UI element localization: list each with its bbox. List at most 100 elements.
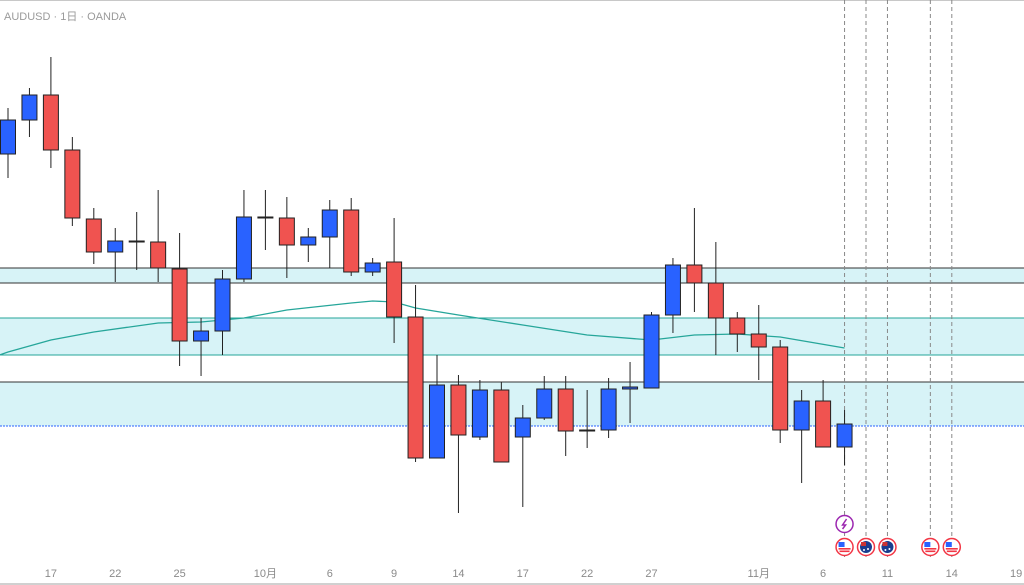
bearish-candle-body (493, 389, 510, 463)
candle (600, 378, 617, 438)
candle (193, 318, 210, 376)
lightning-glyph (841, 518, 848, 530)
flag-canton (838, 542, 845, 547)
candle (686, 208, 703, 312)
bullish-candle-body (321, 209, 338, 238)
bearish-candle-body (42, 94, 59, 151)
candle (21, 88, 38, 137)
candle (364, 258, 381, 276)
x-axis-tick-label: 17 (517, 568, 529, 580)
flag-star (867, 548, 869, 550)
time-axis-border (0, 583, 1024, 585)
candle (300, 228, 317, 262)
candle (471, 380, 488, 440)
us-flag-icon[interactable] (921, 537, 940, 557)
candle (772, 340, 789, 443)
candle (557, 376, 574, 456)
bullish-candle-body (536, 388, 553, 419)
moving-average-line (0, 300, 845, 356)
bearish-candle-body (772, 346, 789, 431)
au-flag-icon[interactable] (856, 537, 876, 557)
x-axis-tick-label: 22 (581, 568, 593, 580)
bullish-candle-body (235, 216, 252, 280)
us-flag-icon[interactable] (942, 537, 962, 557)
flag-stripe (946, 550, 957, 553)
candle (235, 190, 252, 282)
chart-title: AUDUSD · 1日 · OANDA (4, 11, 127, 23)
bearish-candle-body (386, 261, 403, 318)
candle (493, 382, 510, 463)
lightning-icon[interactable] (835, 514, 854, 534)
candle (278, 197, 295, 278)
bullish-candle-body (579, 429, 596, 432)
bullish-candle-body (214, 278, 231, 332)
x-axis-tick-label: 14 (946, 568, 958, 580)
us-flag-icon[interactable] (835, 537, 854, 557)
flag-union (861, 542, 866, 546)
candle (343, 198, 360, 276)
x-axis-tick-label: 22 (109, 568, 121, 580)
flag-stripe (925, 550, 936, 553)
x-axis-tick-label: 11 (882, 568, 893, 580)
x-axis-tick-label: 9 (391, 568, 397, 580)
candle (514, 405, 531, 507)
x-axis-tick-label: 25 (173, 568, 185, 580)
bullish-candle-body (21, 94, 38, 121)
bearish-candle-body (128, 240, 145, 243)
bearish-candle-body (407, 316, 424, 459)
candle (150, 190, 167, 282)
candle (450, 375, 467, 513)
bullish-candle-body (664, 264, 681, 316)
bearish-candle-body (64, 149, 81, 219)
bearish-candle-body (257, 216, 274, 219)
candle (622, 362, 639, 423)
flag-star (884, 549, 887, 551)
x-axis-tick-label: 11月 (748, 568, 770, 580)
x-axis-tick-label: 17 (45, 568, 57, 580)
bearish-candle-body (450, 384, 467, 436)
support-resistance-zone (0, 318, 1024, 355)
support-resistance-zone (0, 268, 1024, 283)
candle (707, 242, 724, 355)
x-axis-tick-label: 6 (327, 568, 333, 580)
candle (386, 218, 403, 343)
flag-stripe (945, 548, 958, 550)
bearish-candle-body (278, 217, 295, 246)
candle (0, 108, 16, 178)
candle (836, 410, 853, 465)
candle (64, 137, 81, 226)
bullish-candle-body (471, 389, 488, 438)
candle (793, 390, 810, 483)
candle (579, 390, 596, 448)
bullish-candle-body (300, 236, 317, 246)
flag-star (888, 548, 891, 550)
bullish-candle-body (793, 400, 810, 431)
bearish-candle-body (707, 282, 724, 319)
flag-stripe (924, 548, 937, 550)
candle (729, 312, 746, 352)
bearish-candle-body (815, 400, 832, 448)
bullish-candle-body (622, 386, 639, 390)
candle (536, 376, 553, 420)
au-flag-icon[interactable] (878, 537, 897, 557)
candle (107, 228, 124, 282)
candle (321, 200, 338, 268)
bearish-candle-body (171, 268, 188, 342)
candle (407, 285, 424, 462)
bullish-candle-body (600, 388, 617, 431)
x-axis-tick-label: 6 (820, 568, 826, 580)
candle (42, 57, 59, 168)
bullish-candle-body (836, 423, 853, 448)
candle (664, 258, 681, 333)
bullish-candle-body (429, 384, 445, 459)
x-axis-tick-label: 19 (1010, 568, 1022, 580)
bearish-candle-body (686, 264, 703, 284)
flag-stripe (838, 548, 851, 550)
x-axis-tick-label: 14 (452, 568, 464, 580)
bearish-candle-body (729, 317, 746, 335)
top-border (0, 0, 1024, 1)
candle (171, 233, 188, 366)
bearish-candle-body (85, 218, 102, 253)
event-circle (835, 514, 854, 534)
